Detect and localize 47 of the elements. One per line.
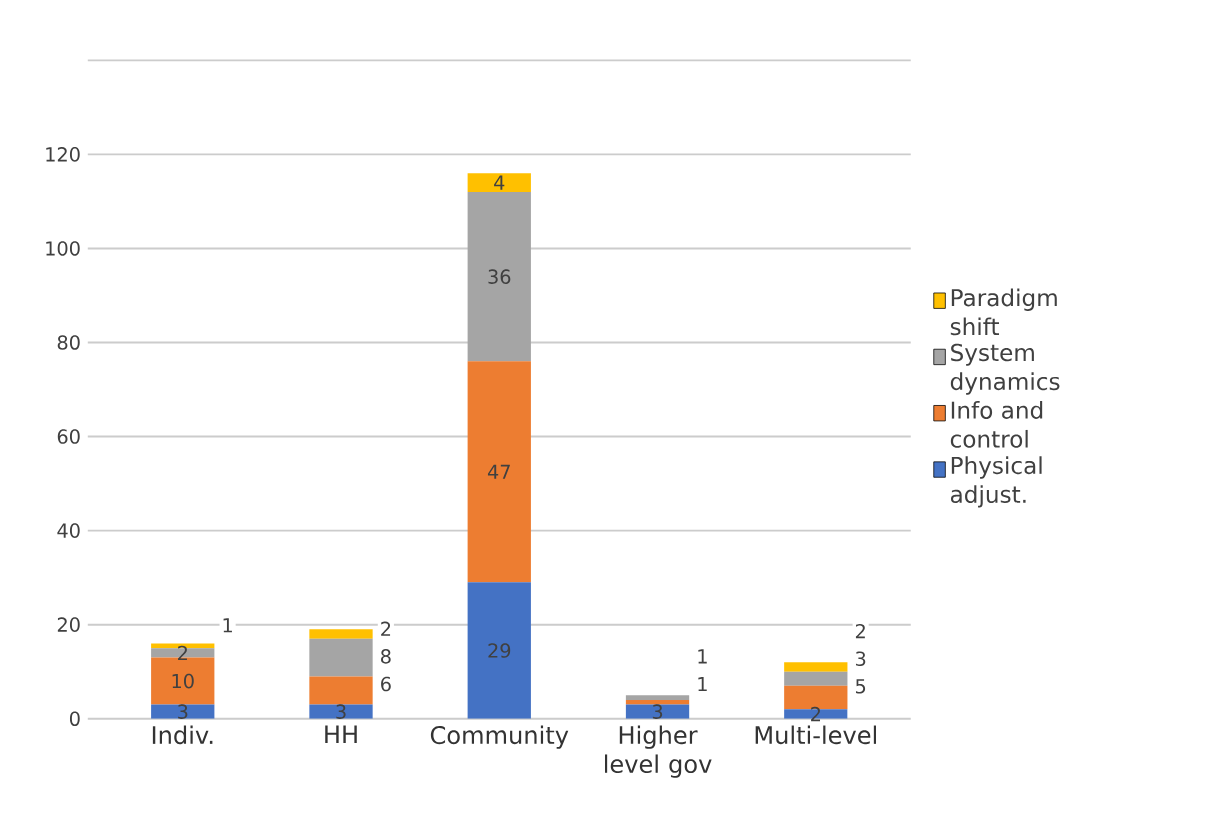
x-tick-label: Indiv. bbox=[152, 725, 213, 744]
y-tick-label: 0 bbox=[69, 711, 80, 726]
data-label: 2 bbox=[855, 623, 865, 638]
bar bbox=[151, 647, 215, 658]
data-label: 29 bbox=[488, 643, 511, 658]
data-label: 8 bbox=[381, 648, 391, 664]
data-label: 1 bbox=[223, 617, 232, 633]
data-label: 1 bbox=[698, 649, 707, 664]
bar bbox=[784, 662, 848, 672]
bar bbox=[625, 699, 690, 705]
bar bbox=[467, 191, 531, 362]
legend-label: System dynamics bbox=[950, 343, 1060, 395]
data-label: 36 bbox=[488, 269, 511, 284]
data-label: 10 bbox=[172, 673, 194, 689]
data-label: 6 bbox=[381, 676, 391, 692]
data-label: 2 bbox=[381, 621, 391, 636]
data-label: 1 bbox=[698, 676, 707, 691]
y-tick-label: 100 bbox=[46, 240, 80, 256]
data-label: 3 bbox=[652, 704, 663, 719]
x-tick-label: Community bbox=[430, 725, 569, 749]
data-label: 4 bbox=[494, 175, 505, 190]
bar bbox=[625, 694, 690, 700]
bar bbox=[309, 629, 373, 639]
x-tick-label: Higher level gov bbox=[604, 725, 712, 778]
bar bbox=[467, 582, 531, 719]
data-label: 2 bbox=[811, 706, 820, 721]
data-label: 5 bbox=[855, 678, 866, 694]
data-label: 3 bbox=[336, 704, 346, 719]
x-tick-label: Multi-level bbox=[755, 725, 877, 744]
y-tick-label: 60 bbox=[57, 429, 80, 444]
data-label: 2 bbox=[178, 645, 187, 660]
legend-label: Physical adjust. bbox=[950, 456, 1042, 508]
bar bbox=[467, 172, 531, 192]
legend-label: Paradigm shift bbox=[950, 288, 1057, 336]
legend-label: Info and control bbox=[950, 400, 1043, 448]
y-tick-label: 120 bbox=[46, 146, 80, 162]
data-label: 3 bbox=[178, 704, 188, 719]
bar bbox=[784, 671, 848, 686]
y-tick-label: 20 bbox=[57, 617, 80, 632]
bar bbox=[309, 676, 373, 705]
y-tick-label: 80 bbox=[57, 334, 80, 350]
x-tick-label: HH bbox=[325, 725, 357, 743]
data-label: 47 bbox=[487, 464, 510, 479]
bar bbox=[467, 361, 531, 583]
bar bbox=[309, 638, 373, 677]
data-label: 3 bbox=[855, 651, 866, 666]
y-tick-label: 40 bbox=[57, 523, 80, 538]
